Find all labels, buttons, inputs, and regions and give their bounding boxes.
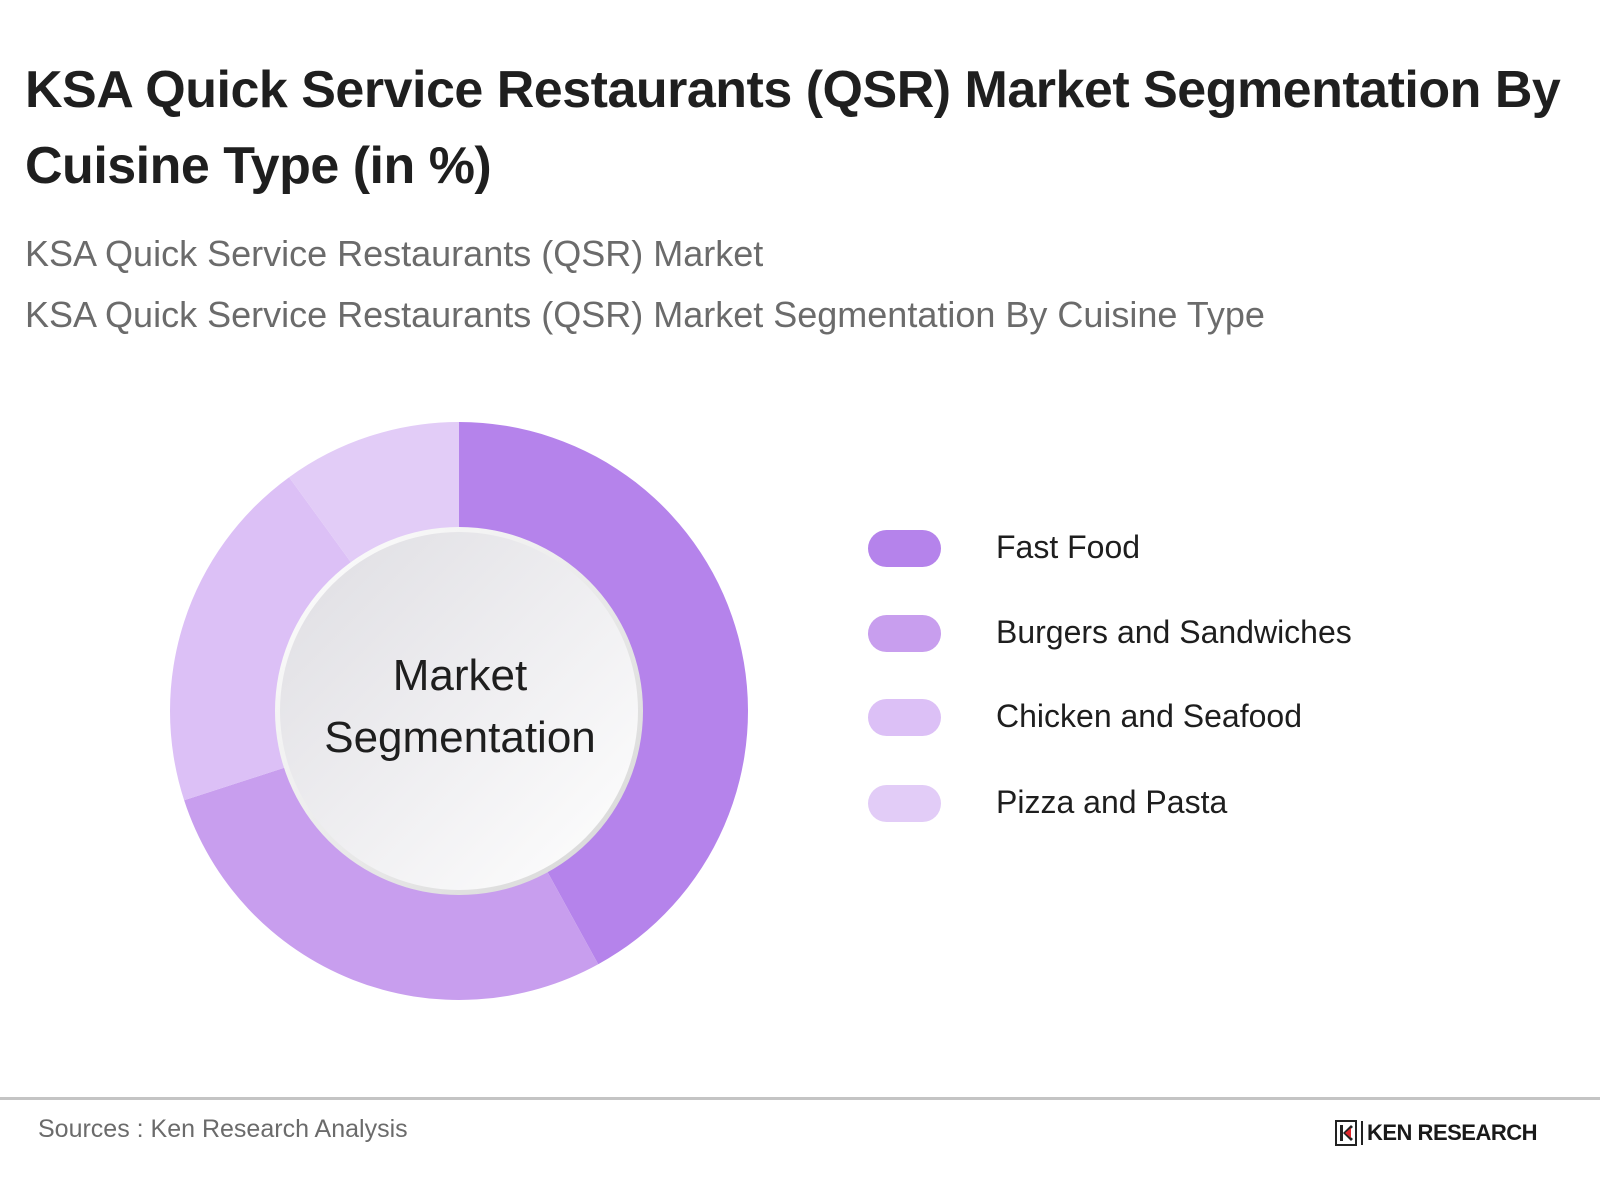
center-label-line2: Segmentation [324, 713, 596, 762]
center-label-line1: Market [392, 651, 528, 700]
legend-label: Burgers and Sandwiches [996, 614, 1352, 650]
legend-swatch-pizza [868, 785, 941, 822]
legend-swatch-fast-food [868, 530, 941, 567]
subtitle-market: KSA Quick Service Restaurants (QSR) Mark… [25, 233, 764, 274]
ken-research-logo-icon [1335, 1120, 1357, 1146]
logo-text: KEN RESEARCH [1367, 1120, 1538, 1145]
slice-chicken-and-seafood[interactable] [170, 477, 360, 801]
legend-item-pizza-and-pasta[interactable]: Pizza and Pasta [868, 783, 1468, 822]
footer-divider [0, 1097, 1600, 1100]
legend-swatch-chicken [868, 699, 941, 736]
chart-title: KSA Quick Service Restaurants (QSR) Mark… [25, 61, 1561, 195]
legend-label: Fast Food [996, 529, 1141, 565]
legend-item-burgers-and-sandwiches[interactable]: Burgers and Sandwiches [868, 613, 1468, 652]
center-label: Market Segmentation [285, 527, 635, 887]
center-disc [280, 532, 638, 890]
donut-svg [170, 422, 748, 1000]
legend-label: Pizza and Pasta [996, 784, 1228, 820]
donut-chart: Market Segmentation [160, 412, 760, 1012]
slice-fast-food[interactable] [459, 422, 748, 965]
legend-swatch-burgers [868, 615, 941, 652]
logo-separator [1361, 1121, 1363, 1145]
legend-label: Chicken and Seafood [996, 698, 1302, 734]
legend-item-chicken-and-seafood[interactable]: Chicken and Seafood [868, 697, 1468, 736]
ken-research-logo: KEN RESEARCH [1335, 1119, 1538, 1147]
source-note: Sources : Ken Research Analysis [38, 1115, 408, 1143]
legend-item-fast-food[interactable]: Fast Food [868, 528, 1468, 567]
subtitle-segmentation: KSA Quick Service Restaurants (QSR) Mark… [25, 294, 1265, 335]
